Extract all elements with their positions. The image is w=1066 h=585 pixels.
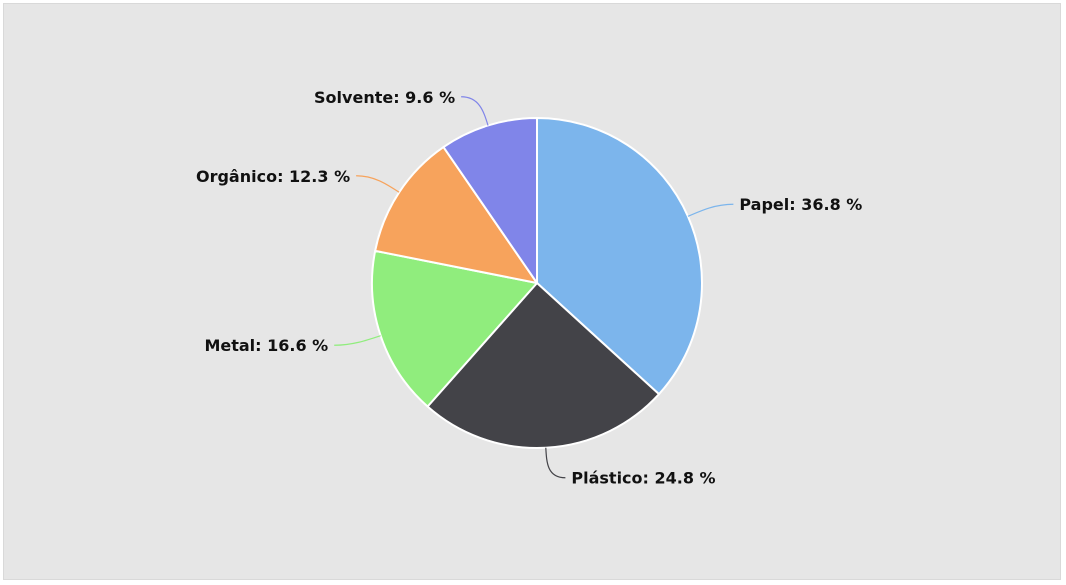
pie-slice-metal[interactable] xyxy=(371,249,538,408)
data-labels: Papel: 36.8 % Plástico: 24.8 % Metal: 16.6… xyxy=(196,88,862,488)
pie-slices xyxy=(371,117,703,449)
data-label-metal: Metal: 16.6 % xyxy=(204,336,328,355)
data-label-papel: Papel: 36.8 % xyxy=(739,195,862,214)
connector-solvente xyxy=(461,96,489,126)
connector-papel xyxy=(687,203,734,217)
pie-slice-solvente[interactable] xyxy=(442,117,538,284)
label-connectors xyxy=(334,96,734,479)
data-label-organico: Orgânico: 12.3 % xyxy=(196,167,350,186)
data-label-solvente: Solvente: 9.6 % xyxy=(314,88,455,107)
pie-slice-organico[interactable] xyxy=(374,146,538,284)
connector-metal xyxy=(334,335,381,346)
connector-organico xyxy=(356,175,400,193)
data-label-plastico: Plástico: 24.8 % xyxy=(571,469,715,488)
connector-plastico xyxy=(545,447,566,479)
